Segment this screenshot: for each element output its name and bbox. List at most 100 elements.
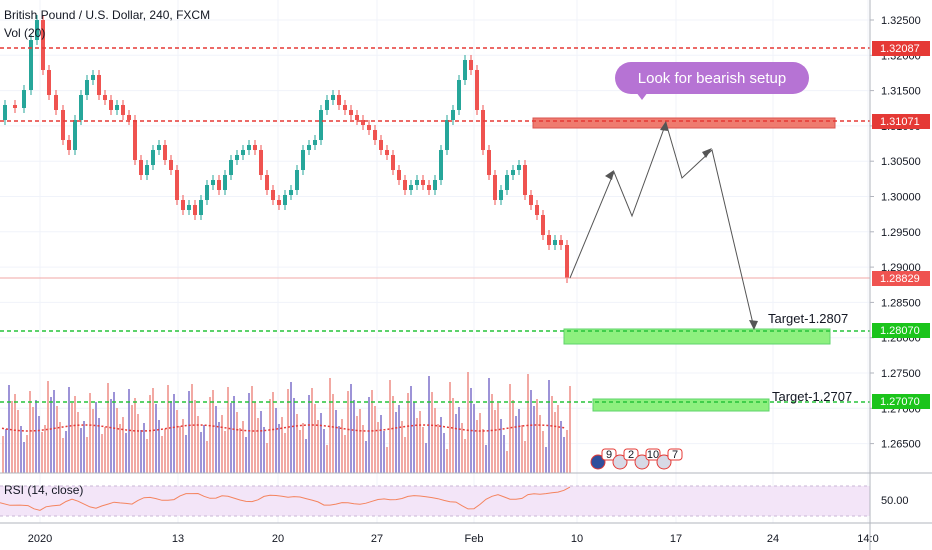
target-zone-1[interactable] (563, 328, 831, 345)
target-zone-2[interactable] (592, 398, 770, 412)
projection-path[interactable] (569, 121, 755, 329)
rsi-band (0, 486, 870, 516)
candle-body (103, 95, 107, 100)
volume-bar (140, 430, 142, 473)
volume-bar (110, 399, 112, 473)
volume-bar (242, 421, 244, 473)
candle-body (427, 185, 431, 190)
volume-bar (476, 420, 478, 473)
volume-bar (239, 428, 241, 473)
candle-body (367, 125, 371, 130)
volume-bar (518, 409, 520, 473)
volume-bar (167, 385, 169, 473)
time-axis-tick: 13 (172, 533, 184, 545)
volume-bar (431, 392, 433, 473)
candle-body (493, 175, 497, 200)
target-label-2: Target-1.2707 (772, 389, 852, 404)
candle-body (517, 165, 521, 170)
candle-body (403, 180, 407, 190)
time-axis[interactable]: 2020 13 20 27 Feb 10 17 24 14:0 (28, 533, 879, 545)
volume-bar (563, 437, 565, 473)
resistance-zone[interactable] (532, 117, 836, 129)
candle-body (54, 95, 58, 110)
volume-bar (86, 437, 88, 473)
volume-ma-line (1, 424, 567, 432)
candle-body (529, 195, 533, 205)
volume-bar (92, 409, 94, 473)
candle-body (475, 70, 479, 110)
candle-body (97, 75, 101, 95)
volume-bar (554, 412, 556, 473)
volume-bar (203, 425, 205, 473)
price-tag-target-2: 1.27070 (872, 394, 930, 409)
volume-bar (23, 442, 25, 473)
volume-bar (2, 436, 4, 473)
annotation-bubble[interactable]: Look for bearish setup (615, 62, 809, 94)
event-icon-us[interactable]: 10 (634, 448, 661, 470)
candle-body (187, 205, 191, 210)
time-axis-tick: 10 (571, 533, 583, 545)
volume-bar (557, 405, 559, 473)
price-tag-target-1: 1.28070 (872, 323, 930, 338)
candle-body (229, 160, 233, 175)
volume-bar (5, 429, 7, 473)
event-icon-gb[interactable]: 9 (590, 448, 617, 470)
price-tag-current: 1.28829 (872, 271, 930, 286)
volume-bar (161, 436, 163, 473)
volume-bar (515, 416, 517, 473)
volume-bar (341, 419, 343, 473)
svg-text:9: 9 (606, 449, 612, 461)
candle-body (193, 205, 197, 215)
volume-bar (176, 410, 178, 473)
candle-body (211, 180, 215, 185)
volume-bar (38, 416, 40, 473)
volume-indicator-label[interactable]: Vol (20) (4, 26, 46, 40)
candle-body (547, 235, 551, 245)
event-icon-us[interactable]: 2 (612, 448, 639, 470)
candle-body (391, 155, 395, 170)
volume-bar (536, 399, 538, 473)
candle-body (73, 120, 77, 150)
time-axis-tick: 27 (371, 533, 383, 545)
economic-events[interactable]: 9 2 10 7 (590, 448, 683, 470)
volume-bar (539, 415, 541, 473)
rsi-line (0, 486, 571, 511)
volume-bar (386, 447, 388, 473)
volume-bar (245, 437, 247, 473)
rsi-indicator-label[interactable]: RSI (14, close) (4, 483, 84, 497)
volume-bar (269, 399, 271, 473)
price-tag-resistance-1: 1.32087 (872, 41, 930, 56)
svg-text:1.32087: 1.32087 (880, 43, 920, 55)
volume-bar (200, 432, 202, 473)
volume-bar (257, 418, 259, 473)
volume-bar (65, 431, 67, 473)
volume-bar (278, 424, 280, 473)
candle-body (253, 145, 257, 150)
volume-bar (485, 445, 487, 473)
volume-bar (344, 435, 346, 473)
volume-bar (500, 419, 502, 473)
candle-body (205, 185, 209, 200)
symbol-title[interactable]: British Pound / U.S. Dollar, 240, FXCM (4, 8, 211, 22)
volume-bar (62, 438, 64, 473)
volume-bar (131, 405, 133, 473)
volume-bar (548, 380, 550, 473)
volume-bar (152, 388, 154, 473)
volume-bar (482, 429, 484, 473)
volume-bar (467, 372, 469, 473)
candle-body (181, 200, 185, 210)
volume-bar (323, 429, 325, 473)
volume-bar (443, 433, 445, 473)
price-axis-tick: 1.28500 (881, 297, 921, 309)
volume-bar (317, 420, 319, 473)
candle-body (79, 95, 83, 120)
svg-text:1.27070: 1.27070 (880, 396, 920, 408)
volume-bar (221, 415, 223, 473)
price-axis[interactable]: 1.325001.320001.315001.310001.305001.300… (870, 15, 921, 451)
event-icon-us[interactable]: 7 (656, 448, 683, 470)
price-axis-tick: 1.29500 (881, 227, 921, 239)
volume-bar (128, 389, 130, 473)
candle-body (13, 105, 17, 108)
volume-bar (98, 418, 100, 473)
